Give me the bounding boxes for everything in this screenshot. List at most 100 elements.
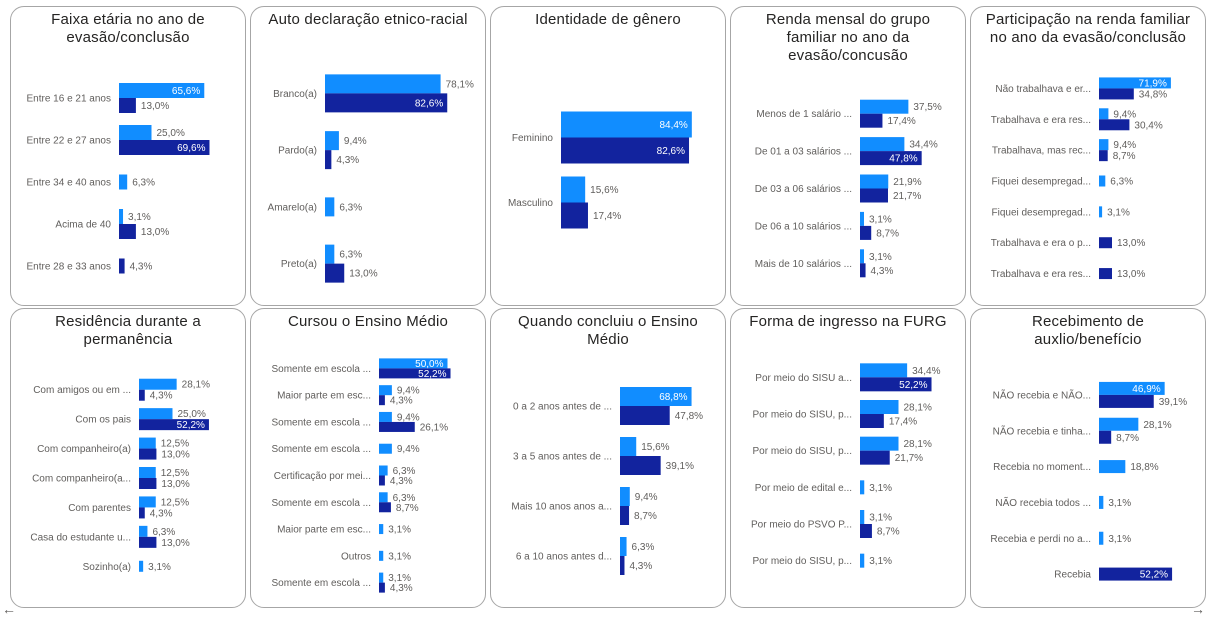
bar-series-a[interactable] [620, 437, 637, 456]
data-label: 3,1% [148, 562, 171, 573]
bar-series-a[interactable] [139, 560, 144, 572]
category-label: Por meio do SISU a... [755, 373, 852, 384]
bar-series-a[interactable] [325, 244, 335, 264]
bar-series-b[interactable] [139, 536, 157, 548]
bar-series-a[interactable] [139, 378, 177, 390]
bar-series-a[interactable] [139, 496, 156, 508]
bar-series-b[interactable] [325, 93, 448, 113]
bar-series-b[interactable] [860, 377, 932, 392]
bar-series-b[interactable] [139, 478, 157, 489]
bar-series-a[interactable] [561, 111, 692, 138]
bar-series-a[interactable] [1099, 175, 1106, 187]
bar-series-a[interactable] [325, 74, 441, 94]
bar-series-a[interactable] [379, 358, 448, 369]
bar-series-b[interactable] [561, 137, 690, 164]
bar-series-a[interactable] [860, 436, 899, 451]
bar-series-b[interactable] [139, 389, 145, 401]
bar-series-b[interactable] [119, 98, 136, 113]
bar-series-a[interactable] [1099, 77, 1171, 89]
bar-series-a[interactable] [379, 492, 388, 503]
data-label: 3,1% [869, 252, 892, 263]
bar-series-a[interactable] [1099, 417, 1139, 431]
bar-series-a[interactable] [1099, 108, 1109, 120]
bar-series-b[interactable] [379, 502, 391, 513]
bar-series-b[interactable] [860, 225, 872, 240]
bar-series-b[interactable] [379, 368, 451, 379]
bar-series-b[interactable] [860, 414, 884, 428]
bar-series-b[interactable] [1099, 119, 1130, 131]
bar-series-b[interactable] [620, 506, 630, 525]
bar-series-a[interactable] [1099, 531, 1104, 545]
category-label: Por meio do PSVO P... [751, 520, 852, 531]
bar-series-b[interactable] [325, 150, 332, 170]
bar-series-a[interactable] [325, 197, 335, 217]
bar-series-a[interactable] [860, 510, 865, 524]
bar-series-b[interactable] [620, 456, 661, 475]
bar-series-a[interactable] [379, 550, 384, 561]
bar-series-a[interactable] [860, 249, 864, 264]
bar-series-b[interactable] [860, 113, 883, 128]
bar-series-a[interactable] [119, 174, 128, 190]
bar-series-a[interactable] [379, 465, 388, 476]
bar-series-b[interactable] [860, 450, 890, 465]
bar-series-a[interactable] [860, 363, 908, 378]
bar-series-b[interactable] [119, 258, 125, 274]
bar-series-b[interactable] [379, 395, 385, 406]
bar-series-a[interactable] [620, 537, 627, 556]
bar-series-b[interactable] [1099, 394, 1154, 408]
bar-series-a[interactable] [119, 209, 124, 224]
bar-series-a[interactable] [860, 480, 865, 495]
bar-series-b[interactable] [860, 524, 872, 538]
bar-series-a[interactable] [325, 131, 339, 151]
bar-series-a[interactable] [1099, 206, 1103, 218]
bar-series-a[interactable] [379, 385, 392, 396]
bar-series-a[interactable] [860, 211, 864, 226]
bar-series-a[interactable] [561, 176, 586, 203]
bar-series-b[interactable] [1099, 237, 1112, 249]
bar-series-b[interactable] [860, 188, 888, 203]
bar-series-a[interactable] [860, 553, 865, 568]
scroll-left-icon[interactable]: ← [2, 601, 16, 617]
bar-series-b[interactable] [119, 140, 210, 155]
bar-series-a[interactable] [139, 408, 173, 420]
bar-series-a[interactable] [860, 137, 905, 152]
bar-series-a[interactable] [139, 525, 148, 537]
bar-series-a[interactable] [620, 387, 692, 406]
bar-series-b[interactable] [379, 475, 385, 486]
bar-series-b[interactable] [139, 419, 209, 431]
bar-series-b[interactable] [325, 263, 345, 283]
bar-series-b[interactable] [379, 421, 415, 432]
bar-series-a[interactable] [119, 83, 205, 98]
bar-series-b[interactable] [1099, 150, 1108, 162]
bar-series-a[interactable] [860, 400, 899, 414]
bar-series-a[interactable] [860, 174, 889, 189]
bar-series-a[interactable] [379, 411, 392, 422]
bar-series-a[interactable] [119, 125, 152, 140]
bar-series-a[interactable] [139, 467, 156, 478]
bar-series-b[interactable] [620, 556, 625, 575]
bar-series-b[interactable] [620, 406, 670, 425]
bar-series-b[interactable] [860, 263, 866, 278]
bar-series-a[interactable] [1099, 460, 1126, 474]
bar-series-b[interactable] [1099, 430, 1112, 444]
bar-series-a[interactable] [1099, 381, 1165, 395]
bar-series-a[interactable] [860, 99, 909, 114]
bar-series-b[interactable] [119, 224, 136, 239]
bar-series-b[interactable] [1099, 567, 1173, 581]
bar-series-b[interactable] [1099, 88, 1134, 100]
bar-series-a[interactable] [379, 572, 384, 583]
bar-series-a[interactable] [1099, 495, 1104, 509]
bar-series-b[interactable] [139, 507, 145, 519]
bar-series-b[interactable] [561, 202, 588, 229]
bar-series-a[interactable] [1099, 139, 1109, 151]
chart-title: Faixa etária no ano de evasão/conclusão [51, 11, 205, 46]
bar-series-b[interactable] [860, 151, 922, 166]
bar-series-b[interactable] [139, 448, 157, 460]
bar-series-b[interactable] [1099, 268, 1112, 280]
bar-series-a[interactable] [379, 443, 392, 454]
bar-series-a[interactable] [139, 437, 156, 449]
bar-series-a[interactable] [379, 524, 384, 535]
bar-series-a[interactable] [620, 487, 630, 506]
bar-series-b[interactable] [379, 582, 385, 593]
scroll-right-icon[interactable]: → [1191, 601, 1205, 617]
